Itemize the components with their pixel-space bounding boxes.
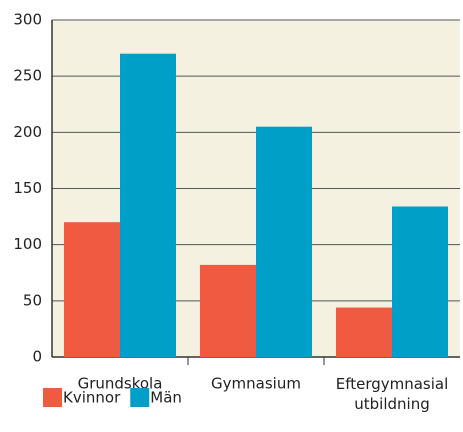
y-tick-label: 250 <box>13 67 42 85</box>
bar <box>392 206 448 357</box>
legend-swatch <box>130 388 150 407</box>
y-tick-label: 300 <box>13 11 42 29</box>
x-tick-label: Eftergymnasial utbildning <box>336 375 449 413</box>
bar <box>200 264 256 357</box>
legend-label: Män <box>150 389 182 407</box>
legend-swatch <box>43 388 62 407</box>
bar <box>64 222 120 357</box>
y-tick-label: 200 <box>13 123 42 141</box>
y-tick-label: 100 <box>13 235 42 253</box>
y-tick-label: 0 <box>32 348 42 366</box>
x-tick-label: Gymnasium <box>211 375 301 393</box>
y-tick-label: 50 <box>23 291 42 309</box>
bar <box>120 53 176 357</box>
y-tick-label: 150 <box>13 179 42 197</box>
bar <box>256 126 312 357</box>
legend-label: Kvinnor <box>63 389 121 407</box>
bar <box>336 307 392 357</box>
